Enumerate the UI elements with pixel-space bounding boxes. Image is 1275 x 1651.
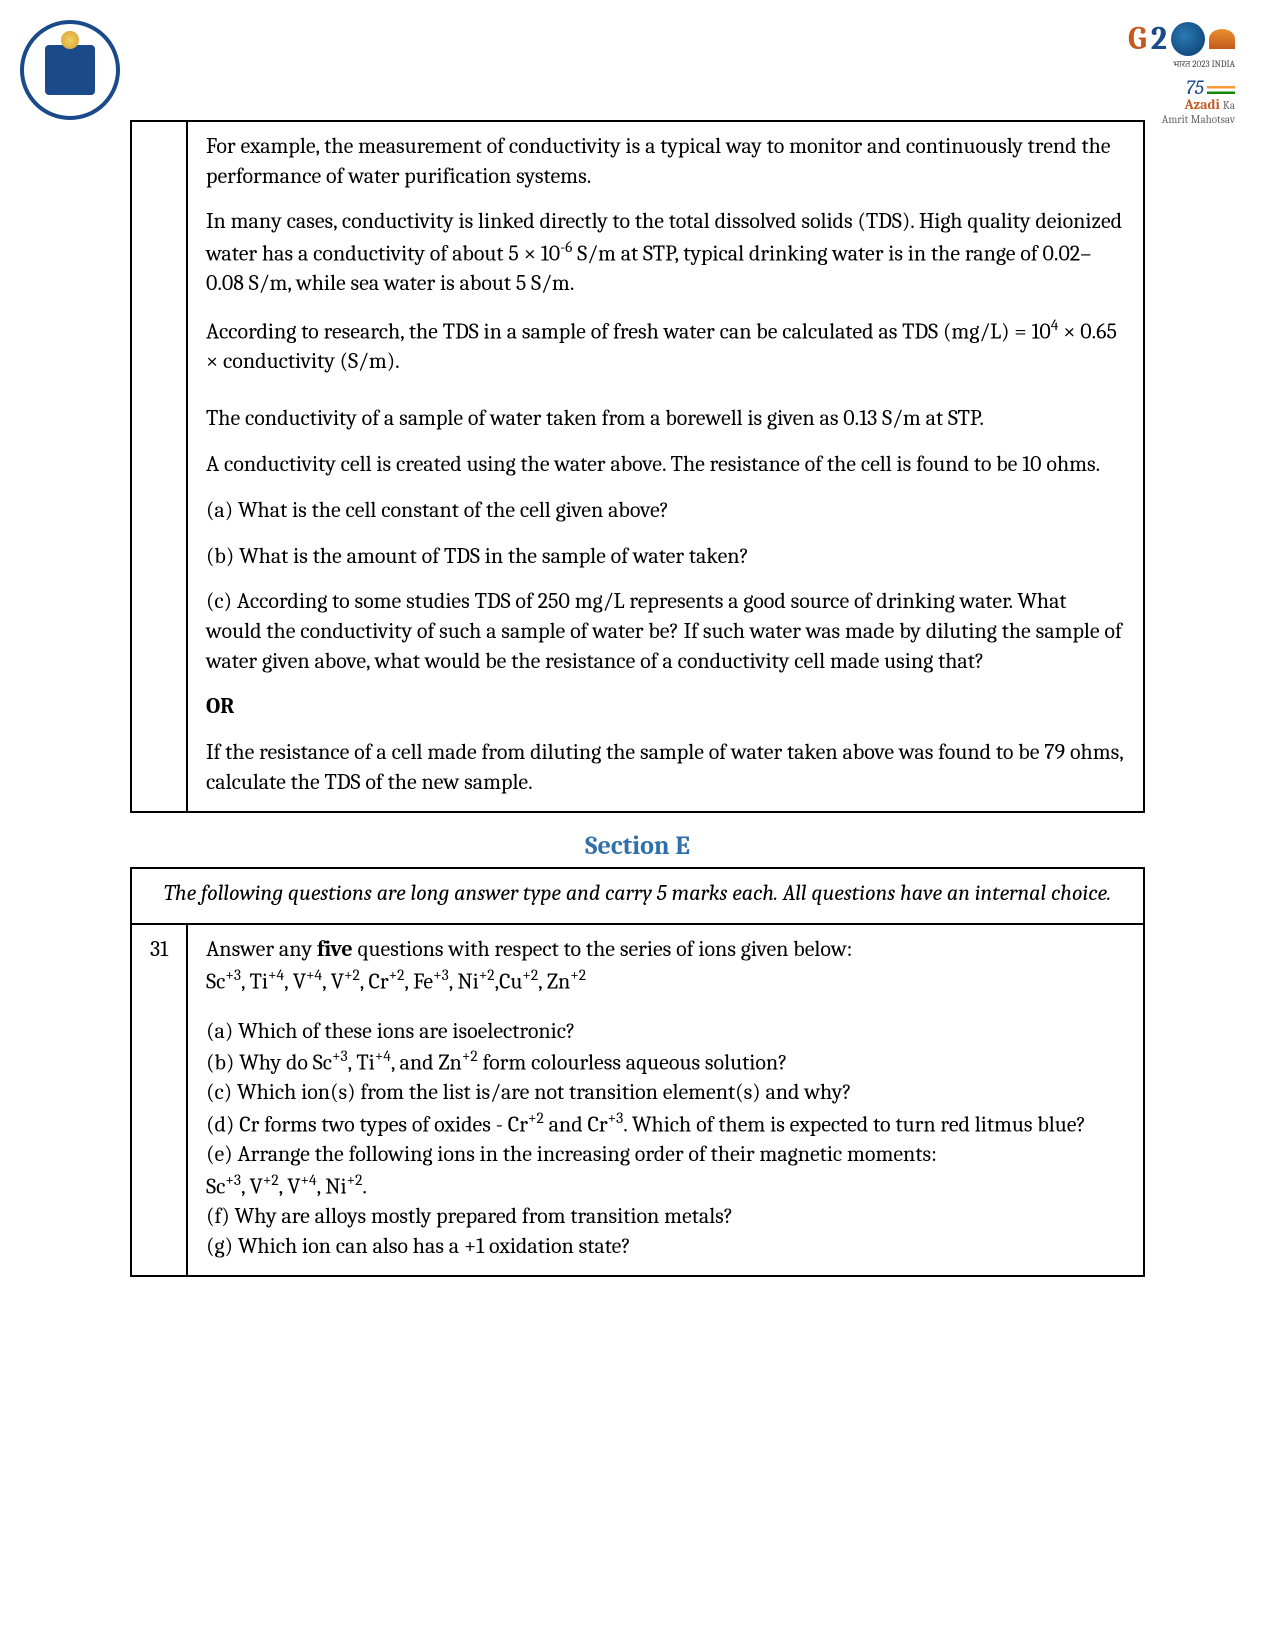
azadi-logo: 75 Azadi Ka Amrit Mahotsav: [1095, 78, 1235, 126]
q31-number: 31: [131, 924, 187, 1276]
q31-a: (a) Which of these ions are isoelectroni…: [206, 1017, 1125, 1047]
q30-c: (c) According to some studies TDS of 250…: [206, 587, 1125, 676]
q30-body: For example, the measurement of conducti…: [187, 121, 1144, 812]
g20-logo: G 2: [1095, 20, 1235, 57]
azadi-text: Azadi: [1185, 96, 1220, 113]
cbse-logo: [20, 20, 130, 130]
page-content: For example, the measurement of conducti…: [0, 110, 1275, 1335]
q31-intro: Answer any five questions with respect t…: [206, 935, 1125, 965]
q30-p5: A conductivity cell is created using the…: [206, 450, 1125, 480]
g20-subtitle: भारत 2023 INDIA: [1095, 57, 1235, 70]
g20-2: 2: [1151, 20, 1167, 57]
q30-or: OR: [206, 692, 1125, 722]
right-logos: G 2 भारत 2023 INDIA 75 Azadi Ka Amrit Ma…: [1095, 20, 1235, 126]
page-header: G 2 भारत 2023 INDIA 75 Azadi Ka Amrit Ma…: [0, 0, 1275, 110]
q31-g: (g) Which ion can also has a +1 oxidatio…: [206, 1232, 1125, 1262]
flag-icon: [1207, 86, 1235, 94]
azadi-ka: Ka: [1223, 99, 1235, 112]
q31-e2: Sc+3, V+2, V+4, Ni+2.: [206, 1170, 1125, 1202]
section-e-table: The following questions are long answer …: [130, 867, 1145, 1277]
q31-b: (b) Why do Sc+3, Ti+4, and Zn+2 form col…: [206, 1046, 1125, 1078]
q31-body: Answer any five questions with respect t…: [187, 924, 1144, 1276]
q30-p3: According to research, the TDS in a samp…: [206, 315, 1125, 377]
q30-p1: For example, the measurement of conducti…: [206, 132, 1125, 191]
q30-number-cell: [131, 121, 187, 812]
g20-g: G: [1128, 20, 1147, 57]
question-30-continued: For example, the measurement of conducti…: [130, 120, 1145, 813]
q31-e: (e) Arrange the following ions in the in…: [206, 1140, 1125, 1170]
q31-d: (d) Cr forms two types of oxides - Cr+2 …: [206, 1108, 1125, 1140]
q30-p4: The conductivity of a sample of water ta…: [206, 404, 1125, 434]
q31-c: (c) Which ion(s) from the list is/are no…: [206, 1078, 1125, 1108]
q30-alt: If the resistance of a cell made from di…: [206, 738, 1125, 797]
globe-icon: [1171, 22, 1205, 56]
section-e-title: Section E: [130, 831, 1145, 861]
section-e-instructions: The following questions are long answer …: [131, 868, 1144, 924]
lotus-icon: [1209, 29, 1235, 49]
q30-b: (b) What is the amount of TDS in the sam…: [206, 542, 1125, 572]
q31-f: (f) Why are alloys mostly prepared from …: [206, 1202, 1125, 1232]
q30-a: (a) What is the cell constant of the cel…: [206, 496, 1125, 526]
q30-p2: In many cases, conductivity is linked di…: [206, 207, 1125, 298]
azadi-mahotsav: Amrit Mahotsav: [1162, 113, 1235, 126]
cbse-building-icon: [45, 45, 95, 95]
cbse-circle: [20, 20, 120, 120]
q31-ions: Sc+3, Ti+4, V+4, V+2, Cr+2, Fe+3, Ni+2,C…: [206, 965, 1125, 997]
